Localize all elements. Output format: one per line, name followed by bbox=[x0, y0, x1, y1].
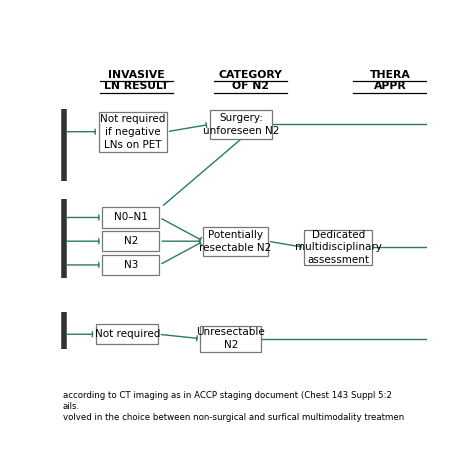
FancyBboxPatch shape bbox=[99, 112, 167, 152]
FancyBboxPatch shape bbox=[203, 227, 268, 256]
FancyBboxPatch shape bbox=[96, 324, 158, 344]
Text: INVASIVE
LN RESULT: INVASIVE LN RESULT bbox=[104, 70, 169, 91]
FancyBboxPatch shape bbox=[304, 230, 373, 265]
Text: N3: N3 bbox=[124, 260, 138, 270]
Text: THERA
APPR: THERA APPR bbox=[370, 70, 410, 91]
Text: Dedicated
multidisciplinary
assessment: Dedicated multidisciplinary assessment bbox=[295, 229, 382, 265]
Text: Unresectable
N2: Unresectable N2 bbox=[196, 327, 265, 350]
FancyBboxPatch shape bbox=[102, 255, 159, 275]
Text: Surgery:
unforeseen N2: Surgery: unforeseen N2 bbox=[203, 113, 279, 136]
Text: according to CT imaging as in ACCP staging document (Chest 143 Suppl 5:2: according to CT imaging as in ACCP stagi… bbox=[63, 391, 392, 400]
FancyBboxPatch shape bbox=[210, 110, 272, 139]
Text: N0–N1: N0–N1 bbox=[114, 212, 148, 222]
Text: Not required
if negative
LNs on PET: Not required if negative LNs on PET bbox=[100, 114, 165, 149]
Text: volved in the choice between non-surgical and surfical multimodality treatmen: volved in the choice between non-surgica… bbox=[63, 413, 404, 422]
FancyBboxPatch shape bbox=[102, 208, 159, 228]
Text: N2: N2 bbox=[124, 236, 138, 246]
Text: Not required: Not required bbox=[94, 329, 160, 339]
Text: ails.: ails. bbox=[63, 402, 80, 411]
Text: Potentially
resectable N2: Potentially resectable N2 bbox=[200, 230, 272, 253]
FancyBboxPatch shape bbox=[102, 231, 159, 251]
Text: CATEGORY
OF N2: CATEGORY OF N2 bbox=[219, 70, 282, 91]
FancyBboxPatch shape bbox=[201, 326, 261, 352]
